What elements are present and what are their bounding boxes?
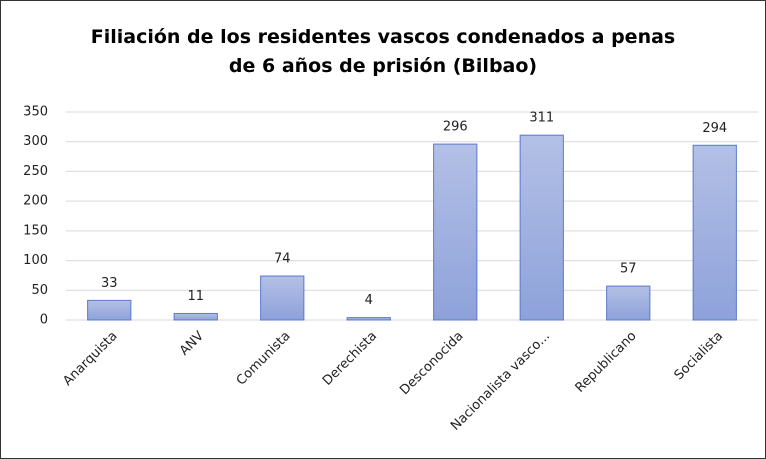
bar	[519, 134, 564, 321]
bar	[173, 312, 218, 321]
bar	[606, 285, 651, 321]
data-label: 57	[620, 262, 637, 277]
bar	[692, 144, 737, 321]
x-tick-label: Socialista	[672, 329, 726, 383]
x-tick-label: Republicano	[573, 329, 640, 396]
bar	[433, 143, 478, 321]
x-tick-label: ANV	[177, 329, 207, 359]
x-tick-label: Comunista	[234, 329, 294, 389]
y-tick-label: 50	[31, 283, 48, 298]
y-tick-label: 150	[23, 223, 48, 238]
y-tick-label: 350	[23, 105, 48, 120]
x-tick-label: Anarquista	[60, 329, 120, 389]
x-tick-label: Nacionalista vasco...	[448, 329, 553, 434]
y-tick-label: 200	[23, 194, 48, 209]
data-label: 296	[443, 120, 468, 135]
data-label: 33	[101, 276, 118, 291]
data-label: 4	[365, 293, 373, 308]
data-label: 74	[274, 252, 291, 267]
data-label: 294	[702, 121, 727, 136]
chart-title: Filiación de los residentes vascos conde…	[90, 26, 676, 77]
x-tick-label: Derechista	[320, 329, 380, 389]
x-tick-label: Desconocida	[397, 329, 466, 398]
bar	[260, 275, 305, 321]
y-tick-label: 100	[23, 253, 48, 268]
data-label: 11	[187, 289, 204, 304]
y-tick-label: 300	[23, 134, 48, 149]
data-label: 311	[529, 111, 554, 126]
y-tick-label: 250	[23, 164, 48, 179]
y-tick-label: 0	[40, 313, 48, 328]
bar	[87, 299, 132, 321]
bar	[346, 317, 391, 321]
title-box: Filiación de los residentes vascos conde…	[1, 23, 765, 81]
